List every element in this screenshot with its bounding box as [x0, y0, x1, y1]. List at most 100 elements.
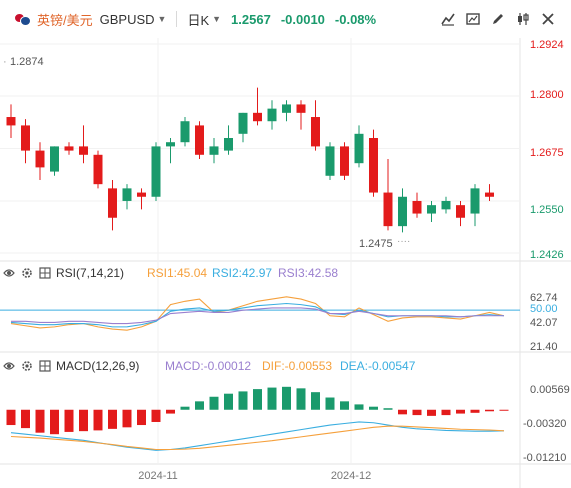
- macd-histogram-bar: [224, 393, 233, 410]
- price-gridlines: [0, 43, 520, 254]
- candle-body: [64, 146, 74, 151]
- price-change-percent: -0.08%: [334, 11, 377, 27]
- macd-histogram-bar: [282, 386, 291, 410]
- price-tick-label: 1.2800: [530, 89, 564, 101]
- macd-tick-label: -0.00320: [523, 418, 566, 430]
- macd-histogram-bar: [311, 392, 320, 410]
- candle-body: [151, 146, 161, 197]
- candle-settings-icon[interactable]: [514, 10, 532, 28]
- macd-signal-lines[interactable]: [10, 421, 505, 451]
- candle-body: [50, 146, 59, 172]
- gear-icon[interactable]: [22, 268, 32, 278]
- draw-tool-icon[interactable]: [464, 10, 482, 28]
- rsi-line-rsi2: [10, 302, 505, 328]
- macd-histogram-bar: [151, 409, 161, 422]
- macd-histogram-bar: [470, 409, 480, 413]
- candle-body: [485, 192, 494, 197]
- macd-tick-label: 0.00569: [530, 384, 570, 396]
- candle-body: [398, 196, 407, 227]
- macd-histogram-bar: [166, 409, 175, 414]
- last-price: 1.2567: [231, 11, 271, 27]
- rsi3-legend-value: RSI3:42.58: [278, 266, 338, 280]
- candle-body: [253, 112, 262, 122]
- price-tick-label: 1.2550: [530, 204, 564, 216]
- candle-body: [108, 188, 117, 218]
- macd-histogram-bar: [412, 409, 422, 416]
- indicator-table-icon[interactable]: [39, 360, 51, 372]
- macd-histogram-bar: [325, 397, 335, 410]
- high-annotation-prefix: ·: [3, 56, 7, 68]
- indicator-table-icon[interactable]: [39, 267, 51, 279]
- close-icon[interactable]: [539, 10, 557, 28]
- chart-canvas[interactable]: 2024-11 2024-12 1.2924 1.2800 1.2675 1.2…: [0, 38, 571, 488]
- candle-body: [311, 117, 320, 147]
- gbp-usd-flag-icon: [14, 12, 31, 26]
- candle-body: [238, 112, 248, 134]
- line-tool-icon[interactable]: [439, 10, 457, 28]
- pen-tool-icon[interactable]: [489, 10, 507, 28]
- rsi-legend[interactable]: RSI(7,14,21) RSI1:45.04 RSI2:42.97 RSI3:…: [3, 266, 338, 280]
- macd-histogram-bar: [354, 404, 364, 410]
- timeframe-selector[interactable]: 日K: [187, 12, 210, 28]
- candle-body: [340, 146, 349, 176]
- dea-line: [10, 425, 505, 451]
- rsi-indicator-name: RSI(7,14,21): [56, 266, 124, 280]
- candle-body: [195, 125, 204, 155]
- low-annotation-suffix: ····: [397, 236, 410, 247]
- price-tick-label: 1.2426: [530, 249, 564, 261]
- candle-body: [427, 205, 436, 214]
- candle-body: [180, 121, 190, 143]
- eye-icon[interactable]: [3, 362, 15, 370]
- macd-legend[interactable]: MACD(12,26,9) MACD:-0.00012 DIF:-0.00553…: [3, 359, 416, 373]
- time-tick-label: 2024-12: [331, 470, 371, 482]
- macd-histogram-bar: [456, 409, 465, 414]
- rsi-series[interactable]: [10, 296, 505, 331]
- symbol-dropdown-icon[interactable]: ▼: [157, 14, 167, 24]
- macd-histogram-bar: [93, 409, 103, 431]
- candlestick-series[interactable]: [6, 87, 495, 233]
- dif-line: [10, 421, 505, 451]
- candle-body: [325, 146, 335, 176]
- rsi-tick-label: 50.00: [530, 303, 558, 315]
- rsi-tick-label: 62.74: [530, 292, 558, 304]
- macd-histogram-bar: [122, 409, 132, 428]
- pair-name[interactable]: 英镑/美元: [37, 12, 93, 28]
- macd-histogram-bar: [108, 409, 117, 429]
- candle-body: [79, 146, 88, 155]
- macd-histogram[interactable]: [6, 386, 509, 435]
- macd-histogram-bar: [238, 391, 248, 410]
- symbol-selector[interactable]: GBPUSD: [99, 11, 155, 27]
- candle-body: [383, 192, 393, 227]
- macd-histogram-bar: [369, 406, 378, 410]
- candle-body: [354, 133, 364, 164]
- macd-histogram-bar: [267, 387, 277, 410]
- macd-histogram-bar: [180, 406, 190, 410]
- candle-body: [137, 192, 146, 197]
- rsi-tick-label: 21.40: [530, 341, 558, 353]
- timeframe-dropdown-icon[interactable]: ▼: [212, 14, 222, 24]
- macd-histogram-bar: [253, 389, 262, 410]
- macd-legend-value: MACD:-0.00012: [165, 359, 251, 373]
- rsi-line-rsi1: [10, 296, 505, 331]
- candle-body: [166, 142, 175, 147]
- candle-body: [456, 205, 465, 218]
- macd-tick-label: -0.01210: [523, 452, 566, 464]
- macd-histogram-bar: [398, 409, 407, 415]
- macd-histogram-bar: [499, 409, 509, 411]
- macd-histogram-bar: [21, 409, 30, 429]
- candle-body: [369, 138, 378, 193]
- candle-body: [93, 154, 103, 185]
- macd-histogram-bar: [340, 401, 349, 410]
- macd-histogram-bar: [383, 408, 393, 410]
- candle-body: [224, 138, 233, 151]
- eye-icon[interactable]: [3, 269, 15, 277]
- gear-icon[interactable]: [22, 361, 32, 371]
- candle-body: [282, 104, 291, 113]
- macd-histogram-bar: [441, 409, 451, 416]
- low-price-annotation: 1.2475: [359, 238, 393, 250]
- macd-histogram-bar: [209, 396, 219, 410]
- price-change: -0.0010: [280, 11, 325, 27]
- rsi2-legend-value: RSI2:42.97: [212, 266, 272, 280]
- chart-header: 英镑/美元 GBPUSD ▼ 日K ▼ 1.2567 -0.0010 -0.08…: [0, 0, 571, 38]
- macd-histogram-bar: [64, 409, 74, 432]
